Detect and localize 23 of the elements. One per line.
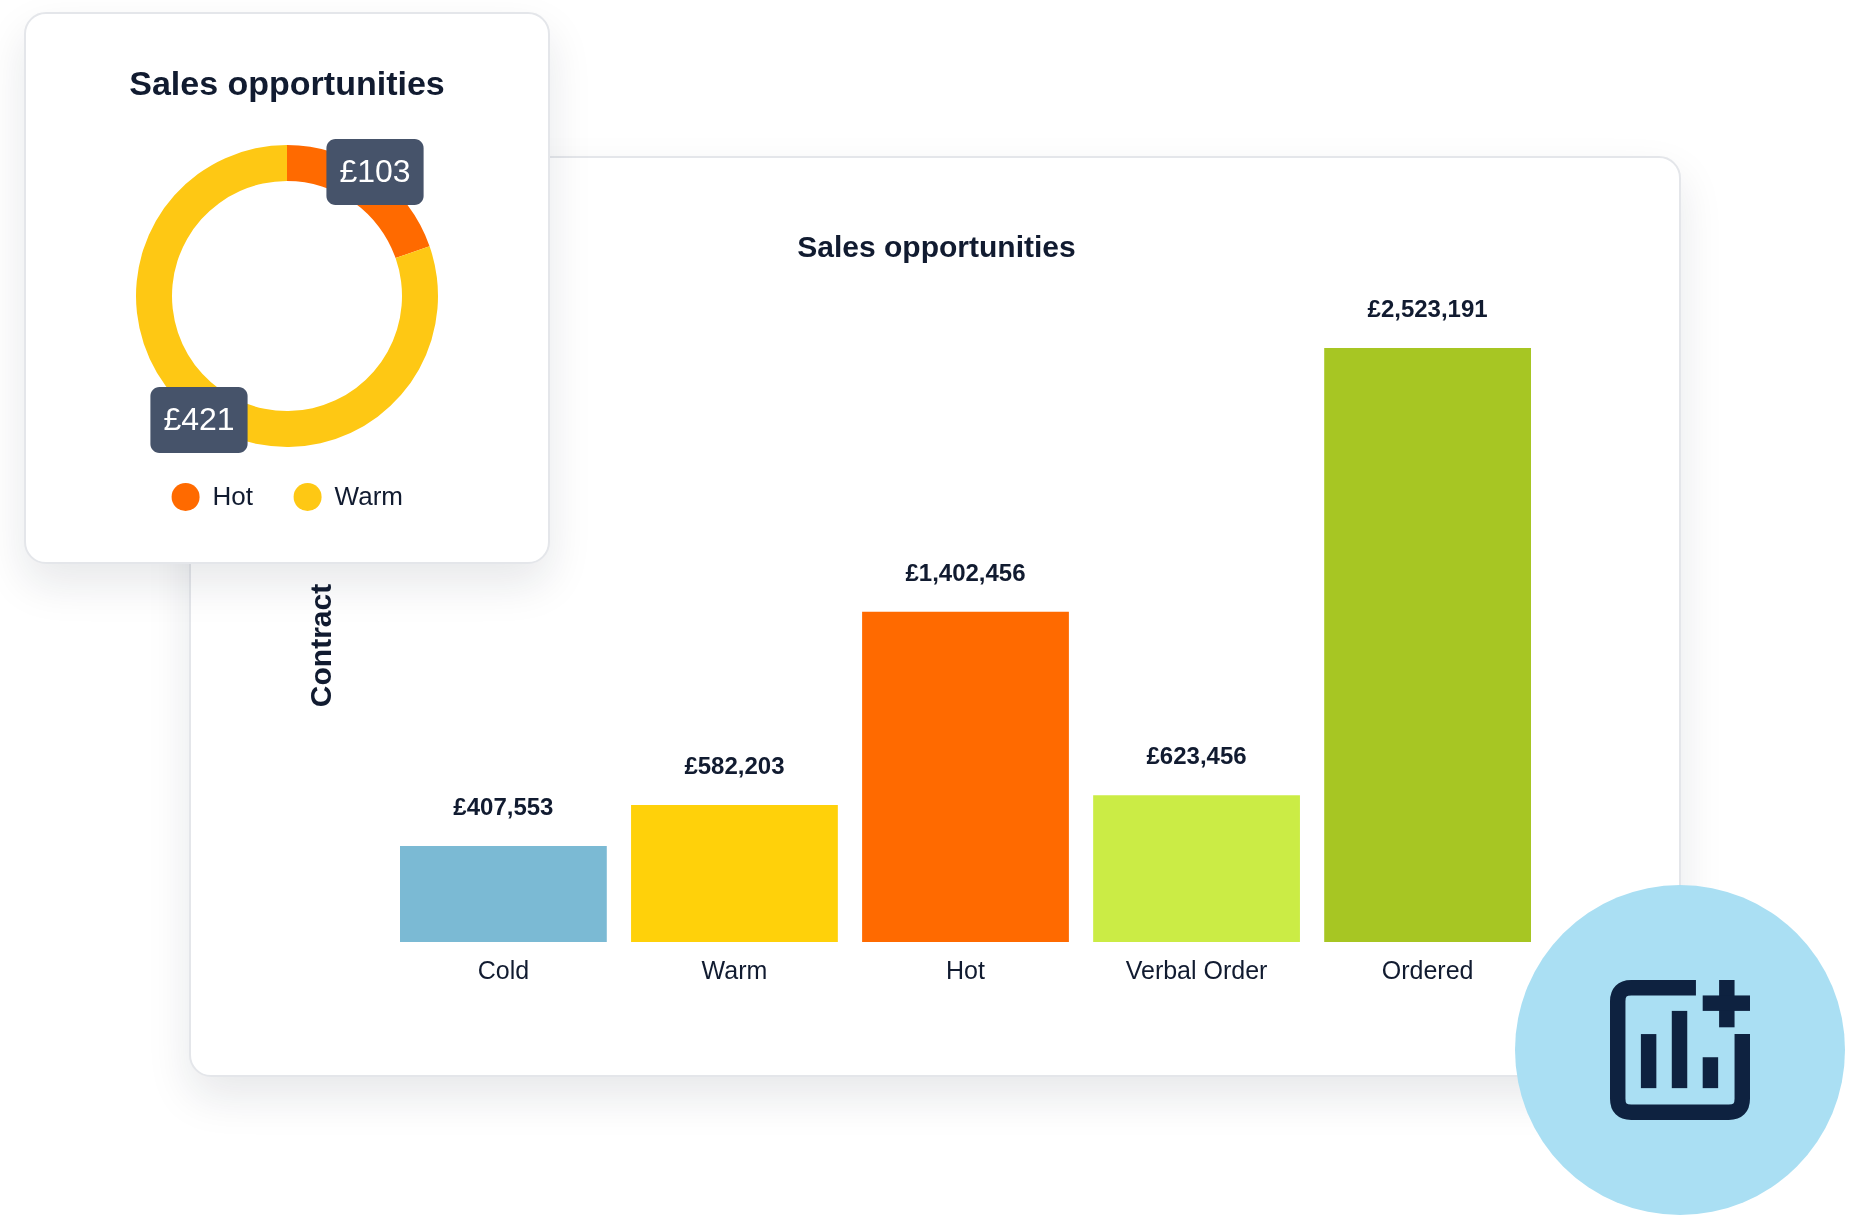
legend-label: Warm — [334, 481, 403, 511]
chart-title: Sales opportunities — [797, 230, 1076, 263]
data-label: £1,402,456 — [905, 558, 1026, 586]
data-label: £103 — [339, 153, 411, 190]
x-tick-label: Warm — [701, 955, 768, 984]
y-axis-title: Contract — [303, 583, 337, 708]
bar — [1324, 348, 1531, 942]
donut-slice — [136, 145, 438, 447]
bar — [631, 804, 838, 942]
legend-label: Hot — [212, 481, 254, 511]
data-label: £407,553 — [453, 793, 554, 821]
bar — [400, 846, 607, 942]
data-label: £421 — [163, 400, 235, 437]
x-tick-label: Ordered — [1381, 955, 1474, 984]
bar — [1093, 795, 1300, 942]
x-tick-label: Verbal Order — [1125, 955, 1268, 984]
x-tick-label: Cold — [477, 955, 530, 984]
data-label: £2,523,191 — [1367, 295, 1488, 322]
chart-title: Sales opportunities — [129, 64, 445, 102]
bar — [862, 611, 1069, 942]
x-tick-label: Hot — [946, 955, 985, 984]
data-label: £623,456 — [1146, 742, 1247, 770]
data-label: £582,203 — [684, 751, 785, 779]
